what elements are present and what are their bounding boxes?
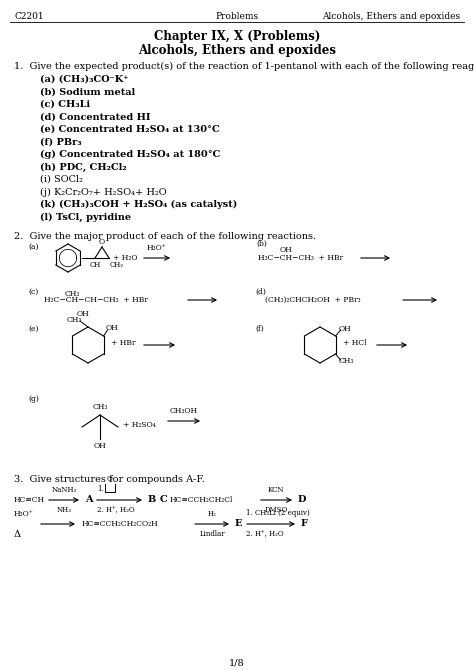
Text: HC≡CCH₂CH₂CO₂H: HC≡CCH₂CH₂CO₂H — [82, 520, 159, 528]
Text: 1.  Give the expected product(s) of the reaction of 1-pentanol with each of the : 1. Give the expected product(s) of the r… — [14, 62, 474, 71]
Text: H₃C−CH−CH₃  + HBr: H₃C−CH−CH₃ + HBr — [258, 254, 343, 262]
Text: NaNH₂: NaNH₂ — [51, 486, 77, 494]
Text: F: F — [301, 519, 308, 529]
Text: CH: CH — [90, 261, 100, 269]
Text: (k) (CH₃)₃COH + H₂SO₄ (as catalyst): (k) (CH₃)₃COH + H₂SO₄ (as catalyst) — [40, 200, 237, 209]
Text: CH₃: CH₃ — [92, 403, 108, 411]
Text: OH: OH — [94, 442, 106, 450]
Text: + HBr: + HBr — [111, 339, 136, 347]
Text: C2201: C2201 — [15, 12, 45, 21]
Text: 2.  Give the major product of each of the following reactions.: 2. Give the major product of each of the… — [14, 232, 316, 241]
Text: (d) Concentrated HI: (d) Concentrated HI — [40, 113, 151, 121]
Text: (a) (CH₃)₃CO⁻K⁺: (a) (CH₃)₃CO⁻K⁺ — [40, 75, 128, 84]
Text: DMSO: DMSO — [264, 506, 288, 514]
Text: (j) K₂Cr₂O₇+ H₂SO₄+ H₂O: (j) K₂Cr₂O₇+ H₂SO₄+ H₂O — [40, 188, 167, 196]
Text: (f): (f) — [255, 325, 264, 333]
Text: + HCl: + HCl — [343, 339, 366, 347]
Text: (g): (g) — [28, 395, 39, 403]
Text: CH₃: CH₃ — [67, 316, 82, 324]
Text: H₃O⁺: H₃O⁺ — [147, 244, 167, 252]
Text: E: E — [235, 519, 243, 529]
Text: O: O — [99, 237, 105, 245]
Text: 1.: 1. — [97, 485, 104, 493]
Text: H₃O⁺: H₃O⁺ — [14, 510, 34, 518]
Text: NH₃: NH₃ — [56, 506, 72, 514]
Text: 1. CH₃Li (2 equiv): 1. CH₃Li (2 equiv) — [246, 509, 310, 517]
Text: 2. H⁺, H₂O: 2. H⁺, H₂O — [97, 505, 135, 513]
Text: (l) TsCl, pyridine: (l) TsCl, pyridine — [40, 212, 131, 222]
Text: CH₃OH: CH₃OH — [170, 407, 198, 415]
Text: OH: OH — [106, 324, 118, 332]
Text: OH: OH — [77, 310, 90, 318]
Text: 2. H⁺, H₂O: 2. H⁺, H₂O — [246, 529, 283, 537]
Text: (a): (a) — [28, 243, 38, 251]
Text: O: O — [107, 475, 113, 483]
Text: Alcohols, Ethers and epoxides: Alcohols, Ethers and epoxides — [322, 12, 460, 21]
Text: (b) Sodium metal: (b) Sodium metal — [40, 88, 135, 96]
Text: HC≡CCH₂CH₂Cl: HC≡CCH₂CH₂Cl — [170, 496, 233, 504]
Text: (h) PDC, CH₂Cl₂: (h) PDC, CH₂Cl₂ — [40, 163, 127, 172]
Text: Δ: Δ — [14, 530, 21, 539]
Text: (e) Concentrated H₂SO₄ at 130°C: (e) Concentrated H₂SO₄ at 130°C — [40, 125, 220, 134]
Text: (f) PBr₃: (f) PBr₃ — [40, 137, 82, 147]
Text: C: C — [160, 496, 168, 505]
Text: (b): (b) — [256, 240, 267, 248]
Text: Problems: Problems — [216, 12, 258, 21]
Text: + H₂SO₄: + H₂SO₄ — [123, 421, 156, 429]
Text: B: B — [148, 496, 156, 505]
Text: (d): (d) — [255, 288, 266, 296]
Text: (i) SOCl₂: (i) SOCl₂ — [40, 175, 83, 184]
Text: HC≡CH: HC≡CH — [14, 496, 45, 504]
Text: (c) CH₃Li: (c) CH₃Li — [40, 100, 90, 109]
Text: (g) Concentrated H₂SO₄ at 180°C: (g) Concentrated H₂SO₄ at 180°C — [40, 150, 220, 159]
Text: OH: OH — [338, 325, 351, 333]
Text: (c): (c) — [28, 288, 38, 296]
Text: (e): (e) — [28, 325, 38, 333]
Text: 1/8: 1/8 — [229, 658, 245, 667]
Text: 3.  Give structures for compounds A-F.: 3. Give structures for compounds A-F. — [14, 475, 205, 484]
Text: H₂: H₂ — [208, 510, 216, 518]
Text: A: A — [85, 496, 92, 505]
Text: CH₂: CH₂ — [110, 261, 124, 269]
Text: CH₃: CH₃ — [338, 357, 354, 365]
Text: D: D — [298, 496, 306, 505]
Text: (CH₃)₂CHCH₂OH  + PBr₃: (CH₃)₂CHCH₂OH + PBr₃ — [265, 296, 361, 304]
Text: Chapter IX, X (Problems): Chapter IX, X (Problems) — [154, 30, 320, 43]
Text: + H₂O: + H₂O — [113, 254, 137, 262]
Text: KCN: KCN — [268, 486, 284, 494]
Text: OH: OH — [280, 246, 293, 254]
Text: Alcohols, Ethers and epoxides: Alcohols, Ethers and epoxides — [138, 44, 336, 57]
Text: Lindlar: Lindlar — [199, 530, 225, 538]
Text: H₃C−CH−CH−CH₃  + HBr: H₃C−CH−CH−CH₃ + HBr — [44, 296, 148, 304]
Text: CH₃: CH₃ — [65, 290, 81, 298]
